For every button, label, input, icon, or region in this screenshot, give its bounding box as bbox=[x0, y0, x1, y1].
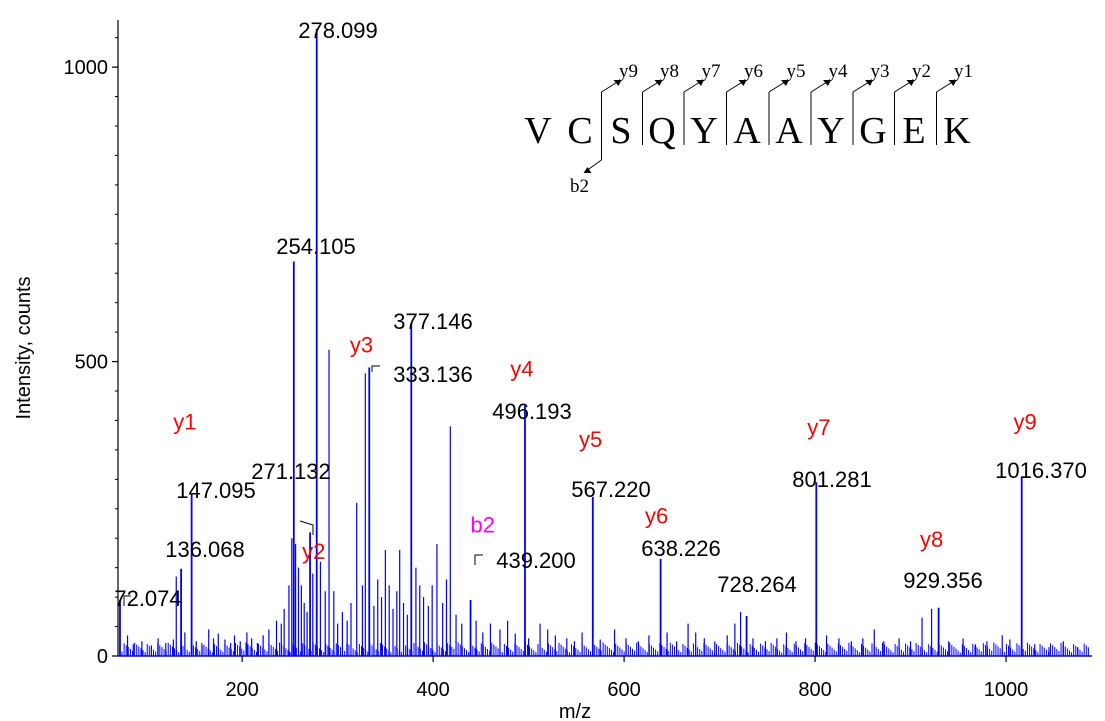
y-ion-y4: y4 bbox=[829, 61, 849, 82]
y-tick-label: 0 bbox=[97, 646, 108, 668]
ion-label-y6: y6 bbox=[645, 504, 668, 529]
x-tick-label: 800 bbox=[798, 679, 831, 701]
x-tick-label: 400 bbox=[416, 679, 449, 701]
ion-labels: y1 y2 y3 y4 y5 b2 y6 y7 y8 y9 bbox=[173, 333, 1037, 564]
ion-label-y7: y7 bbox=[807, 415, 830, 440]
x-tick-label: 200 bbox=[225, 679, 258, 701]
y-ion-y6: y6 bbox=[744, 61, 763, 82]
y-ion-y9: y9 bbox=[619, 61, 638, 82]
peak-label-496.193: 496.193 bbox=[492, 399, 572, 424]
x-axis-title: m/z bbox=[559, 701, 591, 721]
y-arrow-head bbox=[865, 80, 873, 86]
peak-label-333.136: 333.136 bbox=[393, 362, 473, 387]
residue-1: V bbox=[524, 110, 552, 152]
y-ion-y3: y3 bbox=[871, 61, 890, 82]
y-arrow-line bbox=[642, 81, 659, 93]
peak-label-72.074: 72.074 bbox=[114, 586, 181, 611]
y-ion-y1: y1 bbox=[954, 61, 973, 82]
b-arrow-head bbox=[583, 167, 592, 173]
peak-label-278.099: 278.099 bbox=[298, 18, 378, 43]
y-ion-y7: y7 bbox=[702, 61, 721, 82]
b-arrow-line bbox=[587, 159, 602, 171]
x-tick-label: 1000 bbox=[984, 679, 1029, 701]
y-arrow-line bbox=[601, 81, 618, 93]
y-arrow-head bbox=[654, 80, 663, 86]
peak-label-271.132: 271.132 bbox=[251, 459, 331, 484]
residue-2: C bbox=[567, 110, 592, 152]
leader-333.136 bbox=[371, 365, 380, 372]
ion-label-y2: y2 bbox=[302, 539, 325, 564]
peak-label-638.226: 638.226 bbox=[641, 536, 721, 561]
y-arrow-line bbox=[894, 81, 911, 93]
residue-7: A bbox=[775, 110, 803, 152]
y-arrow-head bbox=[738, 80, 747, 86]
peak-label-439.200: 439.200 bbox=[496, 548, 576, 573]
y-arrow-head bbox=[823, 80, 831, 86]
residue-4: Q bbox=[648, 110, 675, 152]
peak-label-377.146: 377.146 bbox=[393, 309, 473, 334]
y-arrow-line bbox=[768, 81, 786, 93]
residue-8: Y bbox=[817, 110, 844, 152]
y-axis-title: Intensity, counts bbox=[13, 276, 35, 419]
ion-label-y3: y3 bbox=[350, 333, 373, 358]
peak-label-801.281: 801.281 bbox=[792, 467, 872, 492]
residue-5: Y bbox=[690, 110, 717, 152]
y-ion-y5: y5 bbox=[787, 61, 806, 82]
peak-label-728.264: 728.264 bbox=[717, 572, 797, 597]
ion-label-y1: y1 bbox=[173, 409, 196, 434]
b-ion-b2: b2 bbox=[570, 176, 589, 197]
residue-3: S bbox=[610, 110, 631, 152]
residue-11: K bbox=[943, 110, 971, 152]
peak-labels: 72.074 136.068 147.095 254.105 271.132 278.09… bbox=[114, 18, 1087, 611]
y-arrow-head bbox=[906, 80, 915, 86]
peak-label-254.105: 254.105 bbox=[276, 234, 356, 259]
residue-9: G bbox=[859, 110, 886, 152]
leader-271.132 bbox=[299, 520, 314, 535]
y-arrow-head bbox=[696, 80, 704, 86]
ion-label-y5: y5 bbox=[579, 427, 602, 452]
peak-label-1016.370: 1016.370 bbox=[995, 458, 1087, 483]
peak-label-567.220: 567.220 bbox=[571, 477, 651, 502]
y-arrow-line bbox=[726, 81, 743, 93]
y-tick-label: 500 bbox=[75, 352, 108, 374]
y-arrow-line bbox=[936, 81, 953, 93]
leader-72.074 bbox=[123, 595, 131, 606]
y-tick-label: 1000 bbox=[64, 57, 109, 79]
ion-label-y4: y4 bbox=[510, 356, 533, 381]
axes: 0 500 1000 200 400 600 800 1000 bbox=[64, 20, 1092, 701]
residue-6: A bbox=[733, 110, 761, 152]
y-arrow-line bbox=[810, 81, 828, 93]
x-tick-label: 600 bbox=[607, 679, 640, 701]
major-peaks bbox=[119, 28, 1023, 656]
peak-label-147.095: 147.095 bbox=[176, 478, 256, 503]
y-ion-y8: y8 bbox=[660, 61, 679, 82]
peak-label-929.356: 929.356 bbox=[903, 568, 983, 593]
y-arrow-line bbox=[683, 81, 701, 93]
y-arrow-head bbox=[613, 80, 622, 86]
ion-label-b2: b2 bbox=[471, 512, 495, 537]
minor-peaks bbox=[119, 349, 1089, 656]
ion-label-y9: y9 bbox=[1014, 409, 1037, 434]
y-arrow-head bbox=[781, 80, 789, 86]
y-ion-y2: y2 bbox=[912, 61, 931, 82]
y-arrow-line bbox=[852, 81, 870, 93]
residue-10: E bbox=[902, 110, 925, 152]
leader-439.200 bbox=[474, 554, 483, 565]
peak-label-136.068: 136.068 bbox=[165, 537, 245, 562]
y-arrow-head bbox=[948, 80, 957, 86]
ion-label-y8: y8 bbox=[920, 527, 943, 552]
